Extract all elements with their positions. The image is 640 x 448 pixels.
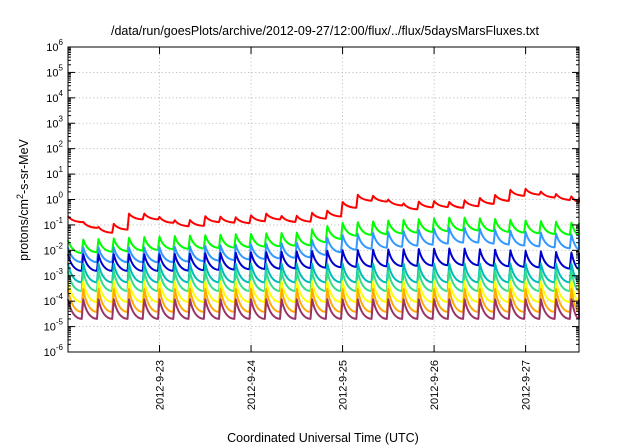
y-tick-label: 100 <box>46 191 63 207</box>
series-line <box>67 298 580 320</box>
series-line <box>67 187 580 234</box>
y-tick-label: 10-4 <box>44 292 64 308</box>
y-axis-label-sup: 2 <box>15 194 25 199</box>
x-tick-label: 2012-9-27 <box>521 360 533 410</box>
y-tick-label: 10-5 <box>44 318 64 334</box>
series-line <box>67 262 580 284</box>
y-tick-label: 103 <box>46 114 63 130</box>
y-tick-label: 10-6 <box>44 343 64 359</box>
x-tick-label: 2012-9-26 <box>429 360 441 410</box>
x-axis-label: Coordinated Universal Time (UTC) <box>227 431 419 445</box>
y-tick-label: 105 <box>46 63 63 79</box>
x-tick-label: 2012-9-24 <box>246 360 258 410</box>
x-tick-label: 2012-9-25 <box>338 360 350 410</box>
y-axis-label: protons/cm2-s-sr-MeV <box>15 138 31 260</box>
x-tick-label: 2012-9-23 <box>155 360 167 410</box>
y-tick-label: 101 <box>46 165 63 181</box>
axis-ticks <box>68 46 579 353</box>
series-line <box>67 247 580 272</box>
series-line <box>67 216 580 255</box>
x-tick-labels: 2012-9-23 2012-9-24 2012-9-25 2012-9-26 2012… <box>155 360 533 410</box>
series-line <box>67 288 580 313</box>
y-tick-label: 10-3 <box>44 267 64 283</box>
series-line <box>67 226 580 264</box>
series-group <box>67 187 580 320</box>
series-line <box>67 270 580 293</box>
chart-title: /data/run/goesPlots/archive/2012-09-27/1… <box>111 24 540 38</box>
y-tick-label: 104 <box>46 89 63 105</box>
series-line <box>67 280 580 304</box>
y-tick-label: 10-1 <box>44 216 64 232</box>
y-tick-label: 106 <box>46 38 63 54</box>
y-axis-label-main: protons/cm <box>17 199 31 261</box>
y-tick-label: 102 <box>46 140 63 156</box>
y-tick-labels: 10-6 10-5 10-4 10-3 10-2 10-1 100 101 102 103 104 1… <box>44 38 64 359</box>
y-axis-label-rest: -s-sr-MeV <box>17 138 31 194</box>
y-tick-label: 10-2 <box>44 241 64 257</box>
